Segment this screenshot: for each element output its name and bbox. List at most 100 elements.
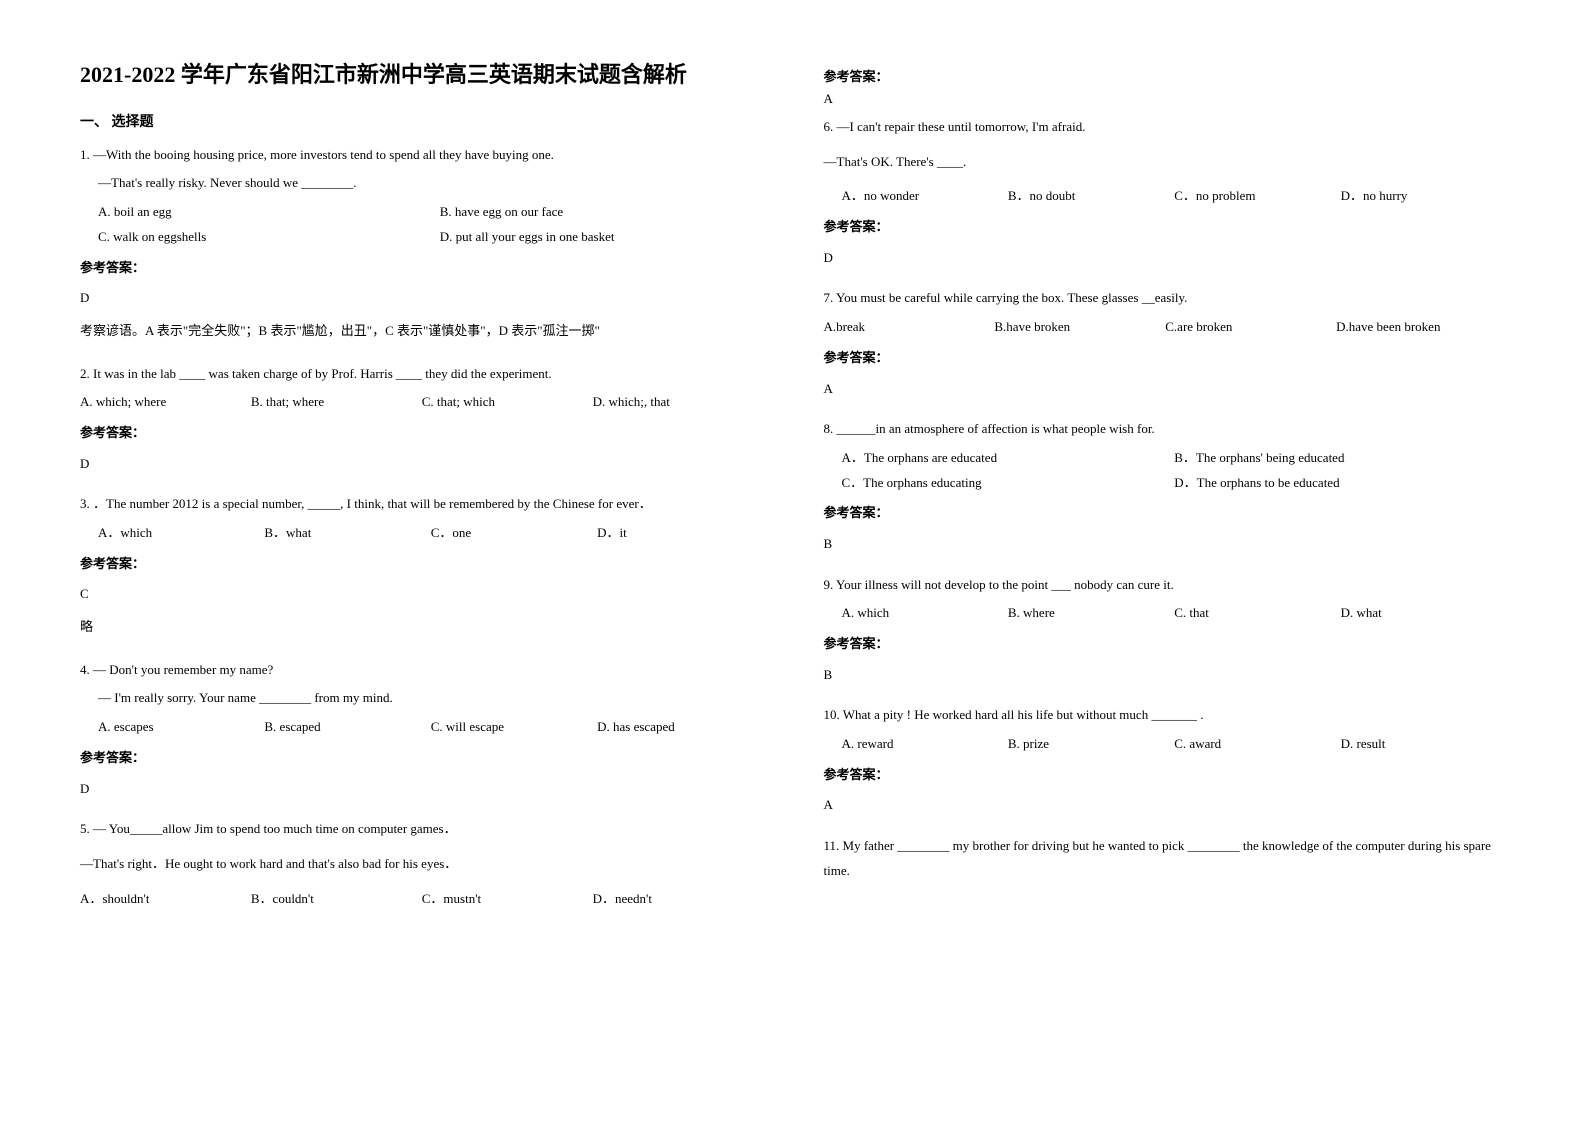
q6-line2: —That's OK. There's ____. bbox=[824, 150, 1508, 175]
question-11: 11. My father ________ my brother for dr… bbox=[824, 834, 1508, 887]
q7-opt-a: A.break bbox=[824, 315, 995, 340]
q7-opt-d: D.have been broken bbox=[1336, 315, 1507, 340]
q10-options: A. reward B. prize C. award D. result bbox=[824, 732, 1508, 757]
question-1: 1. —With the booing housing price, more … bbox=[80, 143, 764, 354]
q8-opt-a: A．The orphans are educated bbox=[842, 446, 1175, 471]
q5-answer-label: 参考答案： bbox=[824, 66, 1508, 85]
q6-answer: D bbox=[824, 246, 1508, 271]
q10-answer-label: 参考答案： bbox=[824, 763, 1508, 788]
q6-line1: 6. —I can't repair these until tomorrow,… bbox=[824, 115, 1508, 140]
q8-answer: B bbox=[824, 532, 1508, 557]
q4-opt-a: A. escapes bbox=[98, 715, 264, 740]
q1-options: A. boil an egg B. have egg on our face C… bbox=[80, 200, 764, 249]
q1-opt-c: C. walk on eggshells bbox=[80, 225, 422, 250]
q1-answer: D bbox=[80, 286, 764, 311]
q4-answer-label: 参考答案： bbox=[80, 746, 764, 771]
q5-opt-b: B．couldn't bbox=[251, 887, 422, 912]
q10-answer: A bbox=[824, 793, 1508, 818]
q6-opt-c: C．no problem bbox=[1174, 184, 1340, 209]
q10-text: 10. What a pity ! He worked hard all his… bbox=[824, 703, 1508, 728]
q6-opt-d: D．no hurry bbox=[1341, 184, 1507, 209]
q5-opt-c: C．mustn't bbox=[422, 887, 593, 912]
q10-opt-d: D. result bbox=[1341, 732, 1507, 757]
q3-answer: C bbox=[80, 582, 764, 607]
q3-opt-b: B．what bbox=[264, 521, 430, 546]
q4-line1: 4. — Don't you remember my name? bbox=[80, 658, 764, 683]
q10-opt-c: C. award bbox=[1174, 732, 1340, 757]
q3-opt-a: A．which bbox=[98, 521, 264, 546]
q9-options: A. which B. where C. that D. what bbox=[824, 601, 1508, 626]
q4-options: A. escapes B. escaped C. will escape D. … bbox=[80, 715, 764, 740]
q2-answer-label: 参考答案： bbox=[80, 421, 764, 446]
question-10: 10. What a pity ! He worked hard all his… bbox=[824, 703, 1508, 826]
q2-opt-a: A. which; where bbox=[80, 390, 251, 415]
q5-line1: 5. — You_____allow Jim to spend too much… bbox=[80, 817, 764, 842]
q8-text: 8. ______in an atmosphere of affection i… bbox=[824, 417, 1508, 442]
page-title: 2021-2022 学年广东省阳江市新洲中学高三英语期末试题含解析 bbox=[80, 60, 764, 91]
q3-opt-d: D．it bbox=[597, 521, 763, 546]
section-header: 一、 选择题 bbox=[80, 111, 764, 131]
q2-text: 2. It was in the lab ____ was taken char… bbox=[80, 362, 764, 387]
q7-options: A.break B.have broken C.are broken D.hav… bbox=[824, 315, 1508, 340]
q3-note: 略 bbox=[80, 615, 764, 640]
q7-text: 7. You must be careful while carrying th… bbox=[824, 286, 1508, 311]
q2-opt-c: C. that; which bbox=[422, 390, 593, 415]
q8-options: A．The orphans are educated B．The orphans… bbox=[824, 446, 1508, 495]
q9-opt-b: B. where bbox=[1008, 601, 1174, 626]
q4-opt-c: C. will escape bbox=[431, 715, 597, 740]
q1-line2: —That's really risky. Never should we __… bbox=[80, 171, 764, 196]
q1-opt-b: B. have egg on our face bbox=[422, 200, 764, 225]
q8-opt-c: C．The orphans educating bbox=[842, 471, 1175, 496]
q5-opt-d: D．needn't bbox=[593, 887, 764, 912]
q4-line2: — I'm really sorry. Your name ________ f… bbox=[80, 686, 764, 711]
q1-answer-label: 参考答案： bbox=[80, 256, 764, 281]
q4-answer: D bbox=[80, 777, 764, 802]
question-2: 2. It was in the lab ____ was taken char… bbox=[80, 362, 764, 485]
q2-opt-b: B. that; where bbox=[251, 390, 422, 415]
q9-opt-d: D. what bbox=[1341, 601, 1507, 626]
q7-opt-b: B.have broken bbox=[994, 315, 1165, 340]
q9-opt-c: C. that bbox=[1174, 601, 1340, 626]
left-column: 2021-2022 学年广东省阳江市新洲中学高三英语期末试题含解析 一、 选择题… bbox=[80, 60, 764, 1062]
q5-line2: —That's right．He ought to work hard and … bbox=[80, 852, 764, 877]
q3-text: 3. ．The number 2012 is a special number,… bbox=[80, 492, 764, 517]
q1-line1: 1. —With the booing housing price, more … bbox=[80, 143, 764, 168]
q5-options: A．shouldn't B．couldn't C．mustn't D．needn… bbox=[80, 887, 764, 912]
q1-opt-a: A. boil an egg bbox=[80, 200, 422, 225]
q4-opt-d: D. has escaped bbox=[597, 715, 763, 740]
q2-options: A. which; where B. that; where C. that; … bbox=[80, 390, 764, 415]
q9-opt-a: A. which bbox=[842, 601, 1008, 626]
q9-text: 9. Your illness will not develop to the … bbox=[824, 573, 1508, 598]
q6-opt-b: B．no doubt bbox=[1008, 184, 1174, 209]
q2-opt-d: D. which;, that bbox=[593, 390, 764, 415]
q8-opt-b: B．The orphans' being educated bbox=[1174, 446, 1507, 471]
question-6: 6. —I can't repair these until tomorrow,… bbox=[824, 115, 1508, 278]
question-8: 8. ______in an atmosphere of affection i… bbox=[824, 417, 1508, 564]
question-3: 3. ．The number 2012 is a special number,… bbox=[80, 492, 764, 649]
q6-opt-a: A．no wonder bbox=[842, 184, 1008, 209]
q7-opt-c: C.are broken bbox=[1165, 315, 1336, 340]
question-4: 4. — Don't you remember my name? — I'm r… bbox=[80, 658, 764, 809]
q2-answer: D bbox=[80, 452, 764, 477]
q5-opt-a: A．shouldn't bbox=[80, 887, 251, 912]
q9-answer: B bbox=[824, 663, 1508, 688]
q3-opt-c: C．one bbox=[431, 521, 597, 546]
q7-answer: A bbox=[824, 377, 1508, 402]
question-9: 9. Your illness will not develop to the … bbox=[824, 573, 1508, 696]
q7-answer-label: 参考答案： bbox=[824, 346, 1508, 371]
right-column: 参考答案： A 6. —I can't repair these until t… bbox=[824, 60, 1508, 1062]
q4-opt-b: B. escaped bbox=[264, 715, 430, 740]
q1-opt-d: D. put all your eggs in one basket bbox=[422, 225, 764, 250]
q3-options: A．which B．what C．one D．it bbox=[80, 521, 764, 546]
q11-text: 11. My father ________ my brother for dr… bbox=[824, 834, 1508, 883]
q5-answer: A bbox=[824, 91, 1508, 107]
q8-opt-d: D．The orphans to be educated bbox=[1174, 471, 1507, 496]
q6-answer-label: 参考答案： bbox=[824, 215, 1508, 240]
q8-answer-label: 参考答案： bbox=[824, 501, 1508, 526]
question-7: 7. You must be careful while carrying th… bbox=[824, 286, 1508, 409]
q6-options: A．no wonder B．no doubt C．no problem D．no… bbox=[824, 184, 1508, 209]
question-5: 5. — You_____allow Jim to spend too much… bbox=[80, 817, 764, 911]
q1-explanation: 考察谚语。A 表示"完全失败"；B 表示"尴尬，出丑"，C 表示"谨慎处事"，D… bbox=[80, 319, 764, 344]
q9-answer-label: 参考答案： bbox=[824, 632, 1508, 657]
q10-opt-b: B. prize bbox=[1008, 732, 1174, 757]
